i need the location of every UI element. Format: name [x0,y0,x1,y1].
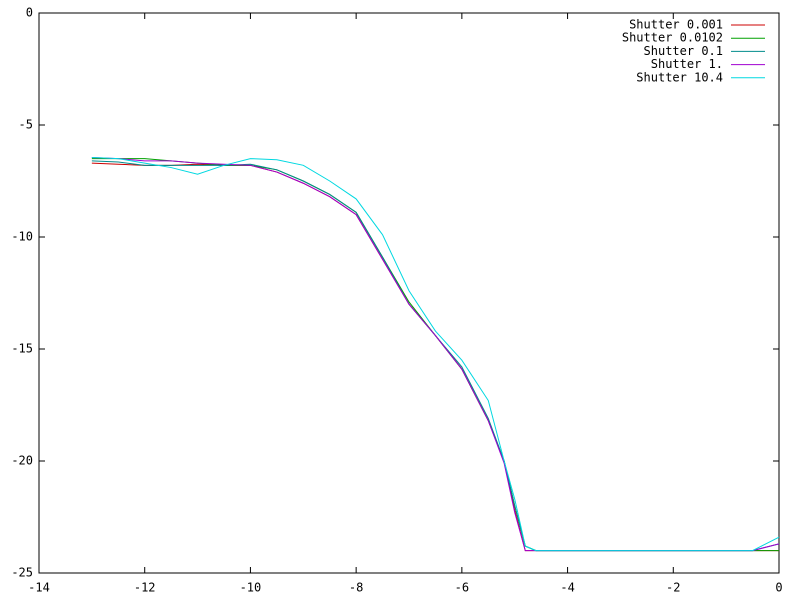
x-tick-label: -2 [666,581,680,595]
y-tick-label: -25 [11,566,33,580]
y-tick-label: 0 [26,6,33,20]
x-tick-label: -14 [28,581,50,595]
series-line [91,156,780,552]
x-tick-label: -4 [560,581,574,595]
plot-frame [38,12,780,574]
y-tick-label: -15 [11,342,33,356]
x-tick-label: -10 [240,581,262,595]
x-tick-label: -8 [349,581,363,595]
legend-label: Shutter 10.4 [636,70,723,84]
y-tick-label: -5 [19,118,33,132]
x-tick-label: -6 [455,581,469,595]
legend-label: Shutter 0.001 [629,18,723,32]
legend-label: Shutter 1. [651,57,723,71]
x-tick-label: -12 [134,581,156,595]
y-tick-label: -20 [11,454,33,468]
y-tick-label: -10 [11,230,33,244]
x-tick-label: 0 [775,581,782,595]
series-line [91,162,779,552]
legend-label: Shutter 0.0102 [622,31,723,45]
series-line [91,156,780,552]
legend-label: Shutter 0.1 [644,44,723,58]
series-line [91,160,780,552]
series-line [91,158,779,552]
